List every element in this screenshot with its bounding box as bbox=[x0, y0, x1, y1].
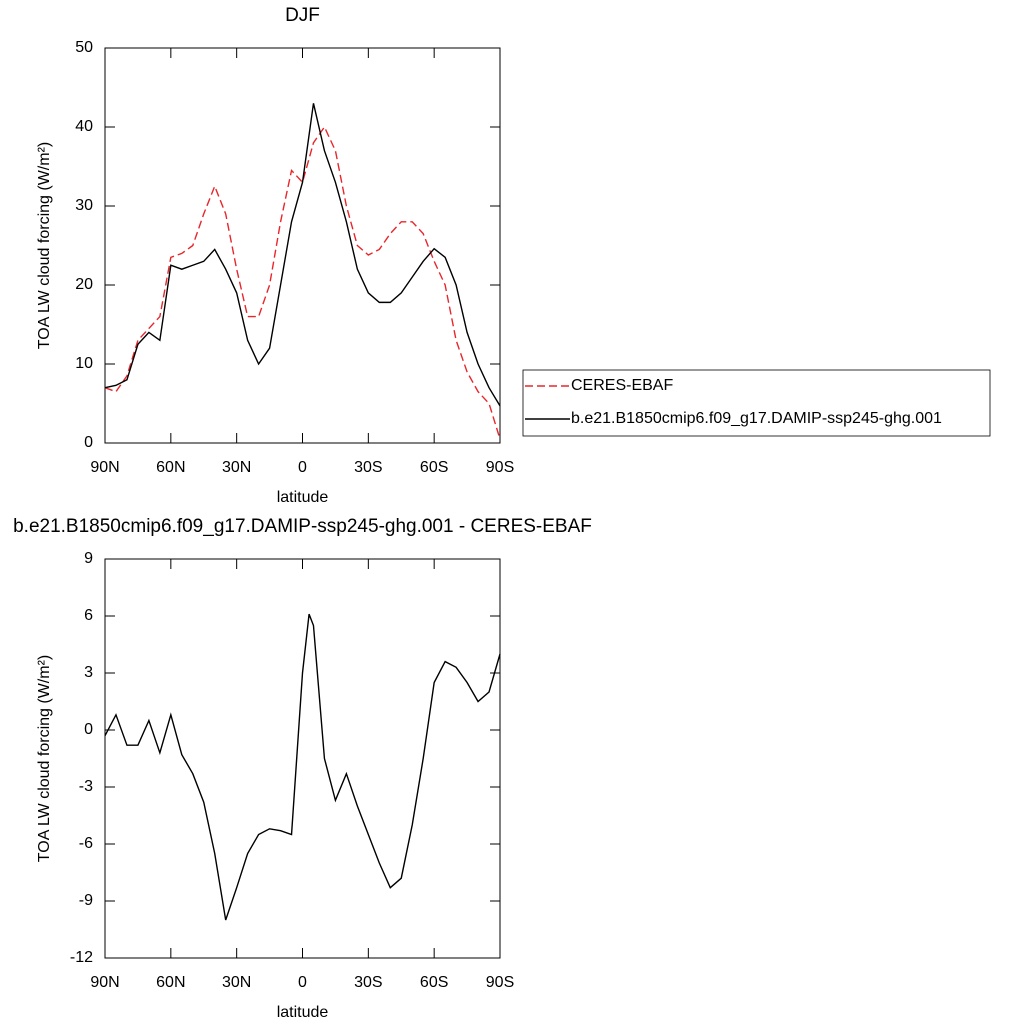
x-axis-label: latitude bbox=[277, 1004, 329, 1021]
y-tick-label: 0 bbox=[84, 434, 93, 451]
x-tick-label: 30N bbox=[222, 459, 251, 476]
legend-label: CERES-EBAF bbox=[571, 377, 673, 394]
y-tick-label: 50 bbox=[75, 39, 93, 56]
chart-title: DJF bbox=[285, 5, 320, 26]
x-tick-label: 0 bbox=[298, 459, 307, 476]
data-line bbox=[104, 103, 501, 407]
y-axis-label: TOA LW cloud forcing (W/m²) bbox=[36, 655, 53, 862]
x-tick-label: 30S bbox=[354, 974, 382, 991]
data-line bbox=[104, 613, 501, 921]
y-tick-label: 30 bbox=[75, 197, 93, 214]
x-tick-label: 60S bbox=[420, 459, 448, 476]
y-tick-label: 0 bbox=[84, 721, 93, 738]
y-tick-label: 40 bbox=[75, 118, 93, 135]
y-tick-label: 10 bbox=[75, 355, 93, 372]
x-tick-label: 90S bbox=[486, 459, 514, 476]
y-tick-label: 6 bbox=[84, 607, 93, 624]
y-tick-label: -3 bbox=[79, 778, 93, 795]
x-tick-label: 90N bbox=[90, 459, 119, 476]
data-line bbox=[104, 125, 501, 440]
plot-frame bbox=[104, 47, 501, 444]
y-tick-label: -9 bbox=[79, 892, 93, 909]
y-tick-label: -6 bbox=[79, 835, 93, 852]
x-tick-label: 90S bbox=[486, 974, 514, 991]
x-tick-label: 30S bbox=[354, 459, 382, 476]
x-tick-label: 60N bbox=[156, 974, 185, 991]
y-tick-label: 20 bbox=[75, 276, 93, 293]
plot-frame bbox=[104, 558, 501, 959]
legend-label: b.e21.B1850cmip6.f09_g17.DAMIP-ssp245-gh… bbox=[571, 410, 942, 427]
y-tick-label: 9 bbox=[84, 550, 93, 567]
x-tick-label: 30N bbox=[222, 974, 251, 991]
y-axis-label: TOA LW cloud forcing (W/m²) bbox=[36, 142, 53, 349]
y-tick-label: 3 bbox=[84, 664, 93, 681]
y-tick-label: -12 bbox=[70, 949, 93, 966]
x-tick-label: 0 bbox=[298, 974, 307, 991]
x-axis-label: latitude bbox=[277, 489, 329, 506]
x-tick-label: 60N bbox=[156, 459, 185, 476]
chart-title: b.e21.B1850cmip6.f09_g17.DAMIP-ssp245-gh… bbox=[13, 516, 592, 537]
x-tick-label: 60S bbox=[420, 974, 448, 991]
x-tick-label: 90N bbox=[90, 974, 119, 991]
legend-frame bbox=[522, 369, 991, 437]
